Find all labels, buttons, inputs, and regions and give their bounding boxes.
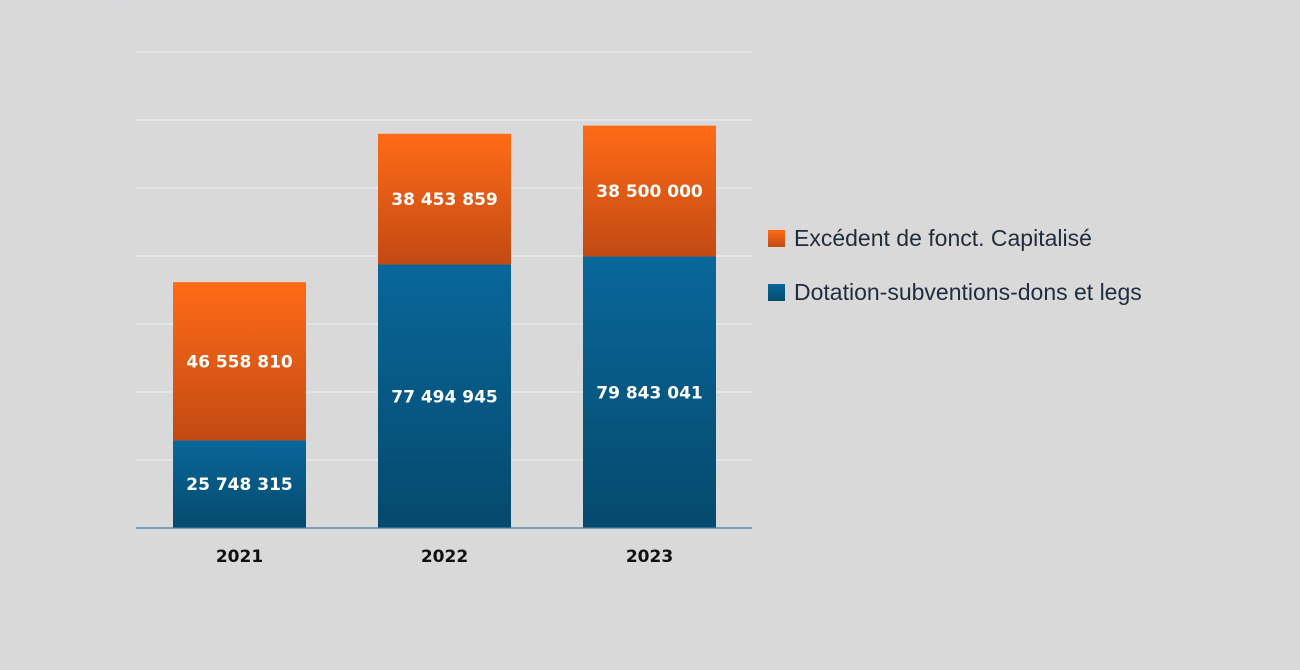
bar-value-label: 77 494 945 (391, 387, 497, 407)
legend: Excédent de fonct. Capitalisé Dotation-su… (768, 225, 1142, 305)
x-tick-labels: 2021 2022 2023 (216, 547, 673, 567)
bar-value-label: 79 843 041 (596, 383, 702, 403)
plot-frame (111, 1, 1191, 597)
legend-swatch (768, 230, 785, 247)
x-tick-label: 2022 (421, 547, 468, 567)
bar-segment (378, 133, 511, 265)
bar-value-label: 25 748 315 (186, 475, 292, 495)
bar-value-label: 38 500 000 (596, 182, 703, 202)
bar-value-label: 38 453 859 (391, 190, 497, 210)
bar-segment (583, 125, 716, 257)
x-tick-label: 2023 (626, 547, 673, 567)
bar-value-label: 46 558 810 (186, 352, 293, 372)
legend-swatch (768, 284, 785, 301)
x-tick-label: 2021 (216, 547, 263, 567)
bars (173, 125, 716, 528)
legend-label: Excédent de fonct. Capitalisé (794, 225, 1092, 251)
bar-segment (583, 256, 716, 528)
bar-segment (378, 264, 511, 528)
data-labels: 25 748 315 46 558 810 77 494 945 38 453 859… (186, 182, 703, 495)
legend-label: Dotation-subventions-dons et legs (794, 279, 1142, 305)
bar-segment (173, 282, 306, 441)
bar-segment (173, 440, 306, 528)
